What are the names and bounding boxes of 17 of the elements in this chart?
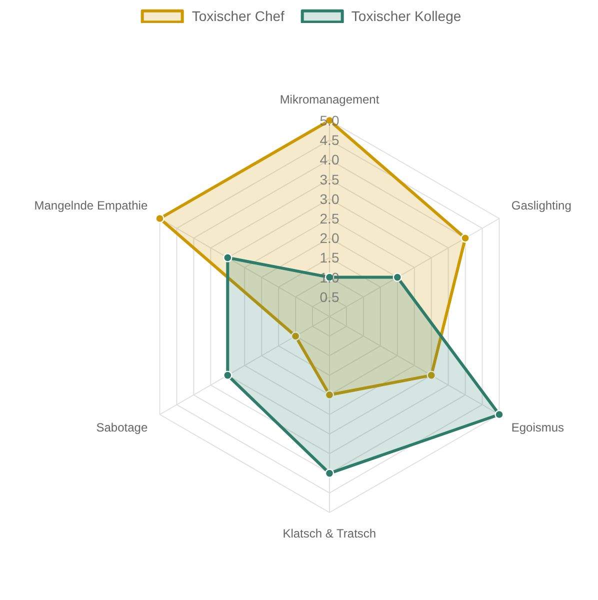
y-tick-label: 4.5 (320, 132, 340, 148)
spoke-label: Klatsch & Tratsch (282, 526, 376, 540)
y-tick-label: 4.0 (320, 152, 340, 168)
y-tick-label: 0.5 (320, 288, 340, 305)
spoke-label: Gaslighting (511, 198, 572, 212)
spoke-label: Mangelnde Empathie (34, 198, 148, 212)
spoke-label: Sabotage (96, 420, 148, 434)
y-tick-label: 1.0 (320, 269, 340, 286)
spoke-label: Egoismus (511, 420, 564, 434)
legend-label: Toxischer Kollege (351, 8, 462, 24)
y-tick-label: 2.0 (320, 230, 340, 246)
y-tick-label: 1.5 (320, 250, 340, 266)
legend-label: Toxischer Chef (192, 8, 284, 24)
y-tick-label: 3.5 (320, 171, 340, 188)
spoke-label: Mikromanagement (280, 92, 380, 106)
y-tick-label: 3.0 (320, 190, 340, 207)
y-tick-label: 2.5 (320, 210, 340, 226)
